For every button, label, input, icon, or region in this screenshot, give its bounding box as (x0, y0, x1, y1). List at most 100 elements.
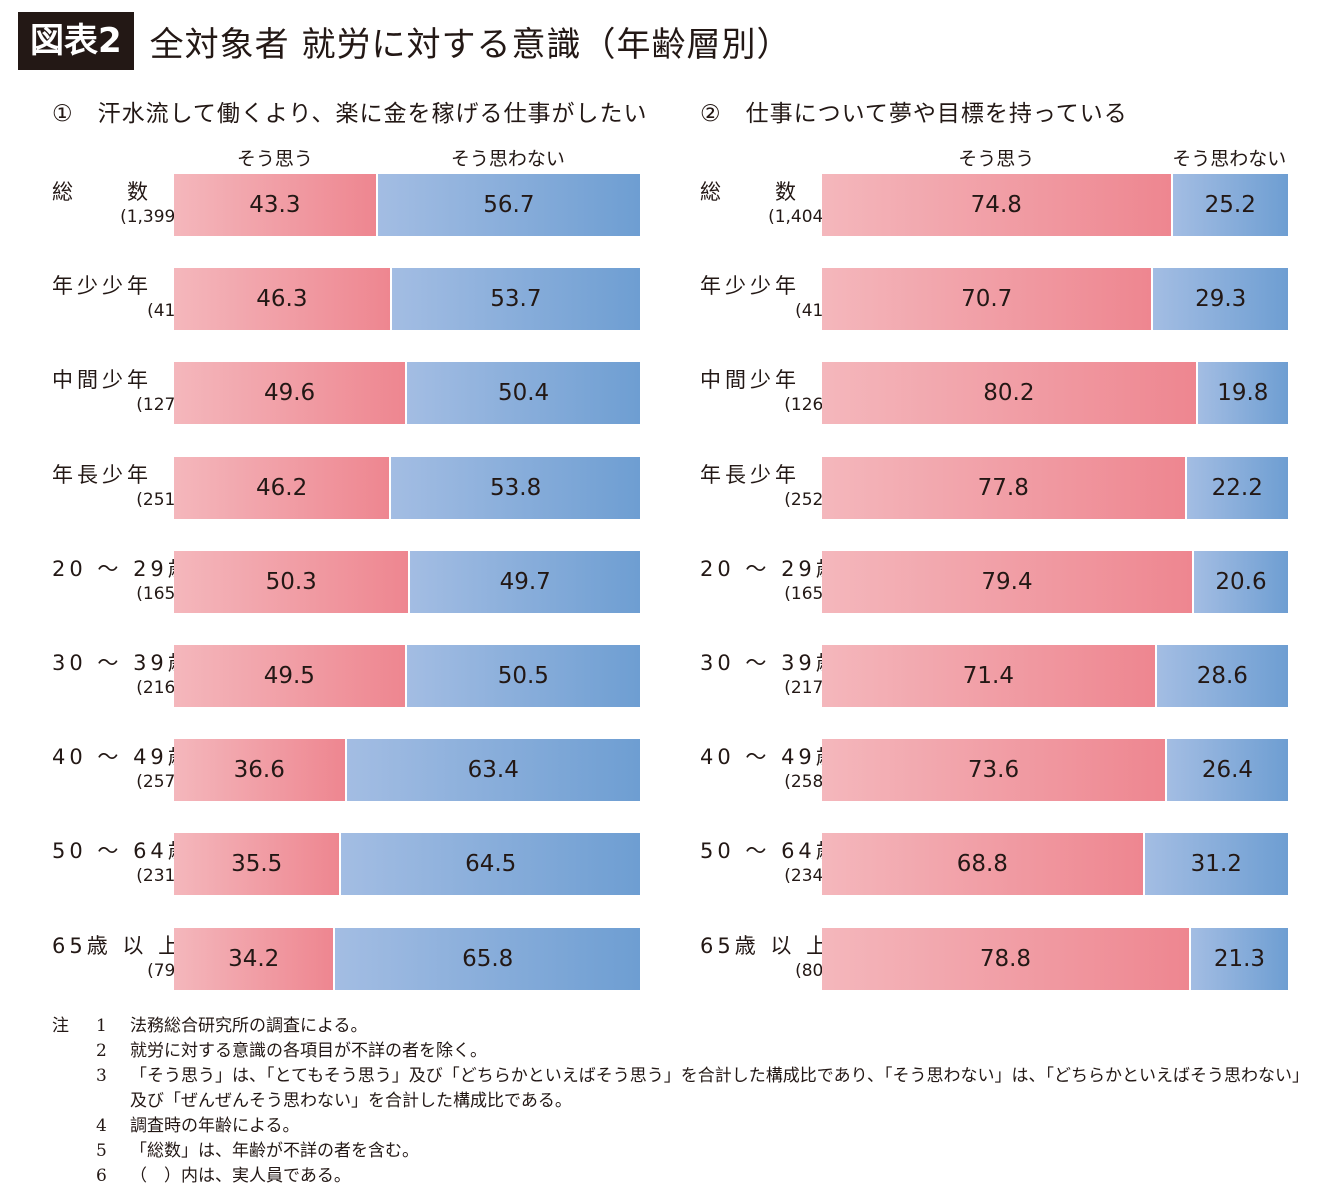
row-count: (252) (784, 489, 830, 510)
stacked-bar: 35.5 64.5 (174, 833, 640, 896)
legend-no: そう思わない (450, 148, 565, 170)
note-1: 注 1 法務総合研究所の調査による。 (52, 1014, 1302, 1039)
row-name: 総 数 (52, 180, 152, 204)
row-name: 50 ～ 64歳 (52, 839, 193, 864)
row-name: 30 ～ 39歳 (700, 651, 841, 675)
row-label: 30 ～ 39歳 (216) (52, 651, 193, 700)
stacked-bar: 50.3 49.7 (174, 550, 640, 613)
row-name: 40 ～ 49歳 (700, 745, 841, 770)
row-label: 年少少年 (41) (52, 274, 182, 323)
bar-segment-yes: 80.2 (822, 362, 1196, 425)
note-number: 6 (96, 1166, 107, 1186)
note-text: 「総数」は、年齢が不詳の者を含む。 (130, 1141, 419, 1161)
row-name: 年少少年 (700, 274, 800, 299)
note-text: 法務総合研究所の調査による。 (130, 1016, 368, 1036)
row-count: (231) (136, 866, 182, 887)
note-text: （ ）内は、実人員である。 (130, 1166, 351, 1186)
note-5: 5 「総数」は、年齢が不詳の者を含む。 (52, 1139, 1302, 1164)
bar-segment-no: 22.2 (1184, 456, 1288, 519)
row-count: (1,404) (768, 207, 830, 227)
bar-segment-no: 56.7 (375, 174, 640, 236)
row-count: (41) (147, 301, 182, 322)
bar-segment-no: 26.4 (1164, 739, 1288, 802)
bar-segment-yes: 71.4 (822, 645, 1155, 707)
row-label: 中間少年 (126) (700, 368, 830, 417)
bar-segment-no: 63.4 (344, 739, 640, 802)
stacked-bar: 49.6 50.4 (174, 362, 640, 425)
bar-segment-no: 28.6 (1154, 645, 1288, 707)
row-label: 40 ～ 49歳 (258) (700, 745, 841, 794)
legend-yes: そう思う (236, 148, 313, 170)
stacked-bar: 34.2 65.8 (174, 927, 640, 990)
row-label: 65歳 以 上 (79) (52, 934, 182, 983)
bar-segment-yes: 49.5 (174, 645, 405, 707)
stacked-bar: 73.6 26.4 (822, 739, 1288, 802)
row-count: (251) (136, 489, 182, 510)
bar-segment-yes: 73.6 (822, 739, 1165, 802)
legend-yes: そう思う (958, 148, 1035, 170)
row-name: 20 ～ 29歳 (52, 556, 193, 581)
note-3: 3 「そう思う」は、「とてもそう思う」及び「どちらかといえばそう思う」を合計した… (52, 1064, 1302, 1114)
bar-segment-no: 65.8 (333, 927, 640, 990)
row-name: 年少少年 (52, 274, 152, 299)
bar-segment-no: 50.5 (404, 645, 640, 707)
row-count: (165) (784, 583, 830, 604)
bar-segment-no: 21.3 (1188, 927, 1288, 990)
row-name: 65歳 以 上 (52, 933, 184, 958)
row-name: 年長少年 (52, 462, 152, 487)
note-number: 3 (96, 1066, 107, 1086)
row-name: 年長少年 (700, 462, 800, 487)
row-label: 30 ～ 39歳 (217) (700, 651, 841, 700)
row-count: (127) (136, 395, 182, 416)
row-count: (80) (795, 960, 830, 981)
row-name: 30 ～ 39歳 (52, 651, 193, 675)
row-count: (79) (147, 960, 182, 981)
row-count: (41) (795, 301, 830, 322)
stacked-bar: 46.3 53.7 (174, 268, 640, 331)
row-name: 50 ～ 64歳 (700, 839, 841, 864)
bar-segment-yes: 77.8 (822, 456, 1185, 519)
bar-segment-yes: 43.3 (174, 174, 376, 236)
figure-label: 図表2 (18, 12, 134, 70)
row-count: (257) (136, 772, 182, 793)
row-label: 年長少年 (252) (700, 463, 830, 512)
row-count: (234) (784, 866, 830, 887)
bar-segment-no: 53.7 (389, 268, 640, 331)
row-label: 40 ～ 49歳 (257) (52, 745, 189, 794)
chart1-title: ① 汗水流して働くより、楽に金を稼げる仕事がしたい (52, 101, 648, 127)
row-count: (1,399) (120, 207, 182, 227)
row-count: (165) (136, 583, 182, 604)
bar-segment-yes: 49.6 (174, 362, 406, 425)
note-number: 1 (96, 1016, 107, 1036)
note-number: 5 (96, 1141, 107, 1161)
row-label: 50 ～ 64歳 (234) (700, 839, 841, 888)
bar-segment-no: 19.8 (1195, 362, 1288, 425)
note-4: 4 調査時の年齢による。 (52, 1114, 1302, 1139)
bar-segment-yes: 79.4 (822, 550, 1192, 613)
bar-segment-yes: 68.8 (822, 833, 1143, 896)
row-name: 20 ～ 29歳 (700, 556, 841, 581)
bar-segment-yes: 35.5 (174, 833, 340, 896)
bar-segment-yes: 36.6 (174, 739, 345, 802)
legend-no: そう思わない (1172, 148, 1287, 170)
row-label: 20 ～ 29歳 (165) (700, 556, 841, 606)
stacked-bar: 36.6 63.4 (174, 739, 640, 802)
stacked-bar: 71.4 28.6 (822, 645, 1288, 707)
row-label: 65歳 以 上 (80) (700, 934, 830, 983)
figure-header: 図表2 全対象者 就労に対する意識（年齢層別） (18, 12, 791, 70)
note-number: 4 (96, 1116, 107, 1136)
row-label: 総 数 (1,404) (700, 180, 830, 229)
bar-segment-yes: 46.2 (174, 456, 390, 519)
bar-segment-yes: 46.3 (174, 268, 390, 331)
row-count: (258) (784, 772, 830, 793)
stacked-bar: 77.8 22.2 (822, 456, 1288, 519)
bar-segment-no: 31.2 (1142, 833, 1288, 896)
row-count: (217) (784, 678, 830, 698)
row-name: 中間少年 (700, 368, 800, 393)
bar-segment-no: 25.2 (1170, 174, 1288, 236)
bar-segment-yes: 74.8 (822, 174, 1171, 236)
note-prefix: 注 (52, 1016, 69, 1036)
note-6: 6 （ ）内は、実人員である。 (52, 1164, 1302, 1189)
bar-segment-no: 49.7 (408, 550, 640, 613)
row-label: 20 ～ 29歳 (165) (52, 556, 193, 606)
